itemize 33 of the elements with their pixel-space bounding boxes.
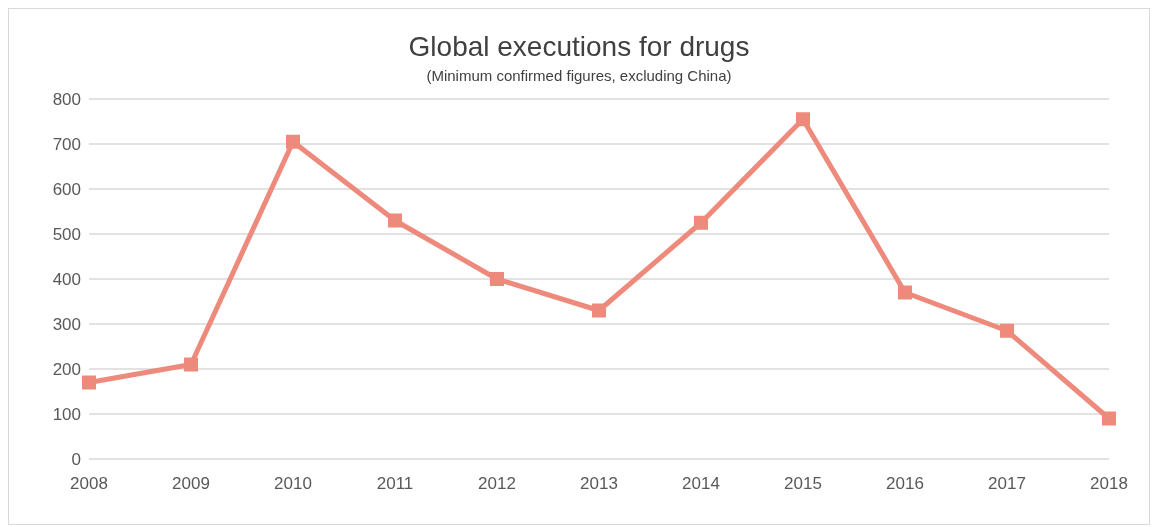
x-tick-label: 2017 [988, 474, 1026, 494]
point [286, 134, 300, 149]
x-tick-label: 2011 [376, 474, 414, 494]
x-tick-label: 2016 [886, 474, 924, 494]
y-tick-label: 700 [52, 135, 81, 155]
x-tick-label: 2009 [172, 474, 210, 494]
point [1000, 323, 1014, 338]
x-tick-label: 2014 [682, 474, 720, 494]
point [796, 112, 810, 127]
chart-title: Global executions for drugs [407, 30, 751, 63]
y-tick-label: 800 [52, 90, 81, 110]
x-tick-label: 2015 [784, 474, 822, 494]
point [1102, 411, 1116, 426]
x-tick-label: 2010 [274, 474, 312, 494]
point [82, 375, 96, 390]
point [898, 285, 912, 300]
y-tick-label: 200 [52, 360, 81, 380]
chart-subtitle: (Minimum confirmed figures, excluding China) [425, 67, 733, 84]
x-tick-label: 2018 [1090, 474, 1128, 494]
y-tick-label: 100 [52, 405, 81, 425]
point [694, 215, 708, 230]
point [184, 357, 198, 372]
y-tick-label: 400 [52, 270, 81, 290]
x-tick-label: 2013 [580, 474, 618, 494]
point [592, 303, 606, 318]
x-tick-label: 2012 [478, 474, 516, 494]
y-tick-label: 600 [52, 180, 81, 200]
y-tick-label: 500 [52, 225, 81, 245]
y-tick-label: 0 [71, 450, 81, 470]
x-tick-label: 2008 [70, 474, 108, 494]
point [388, 213, 402, 228]
y-tick-label: 300 [52, 315, 81, 335]
point [490, 272, 504, 286]
